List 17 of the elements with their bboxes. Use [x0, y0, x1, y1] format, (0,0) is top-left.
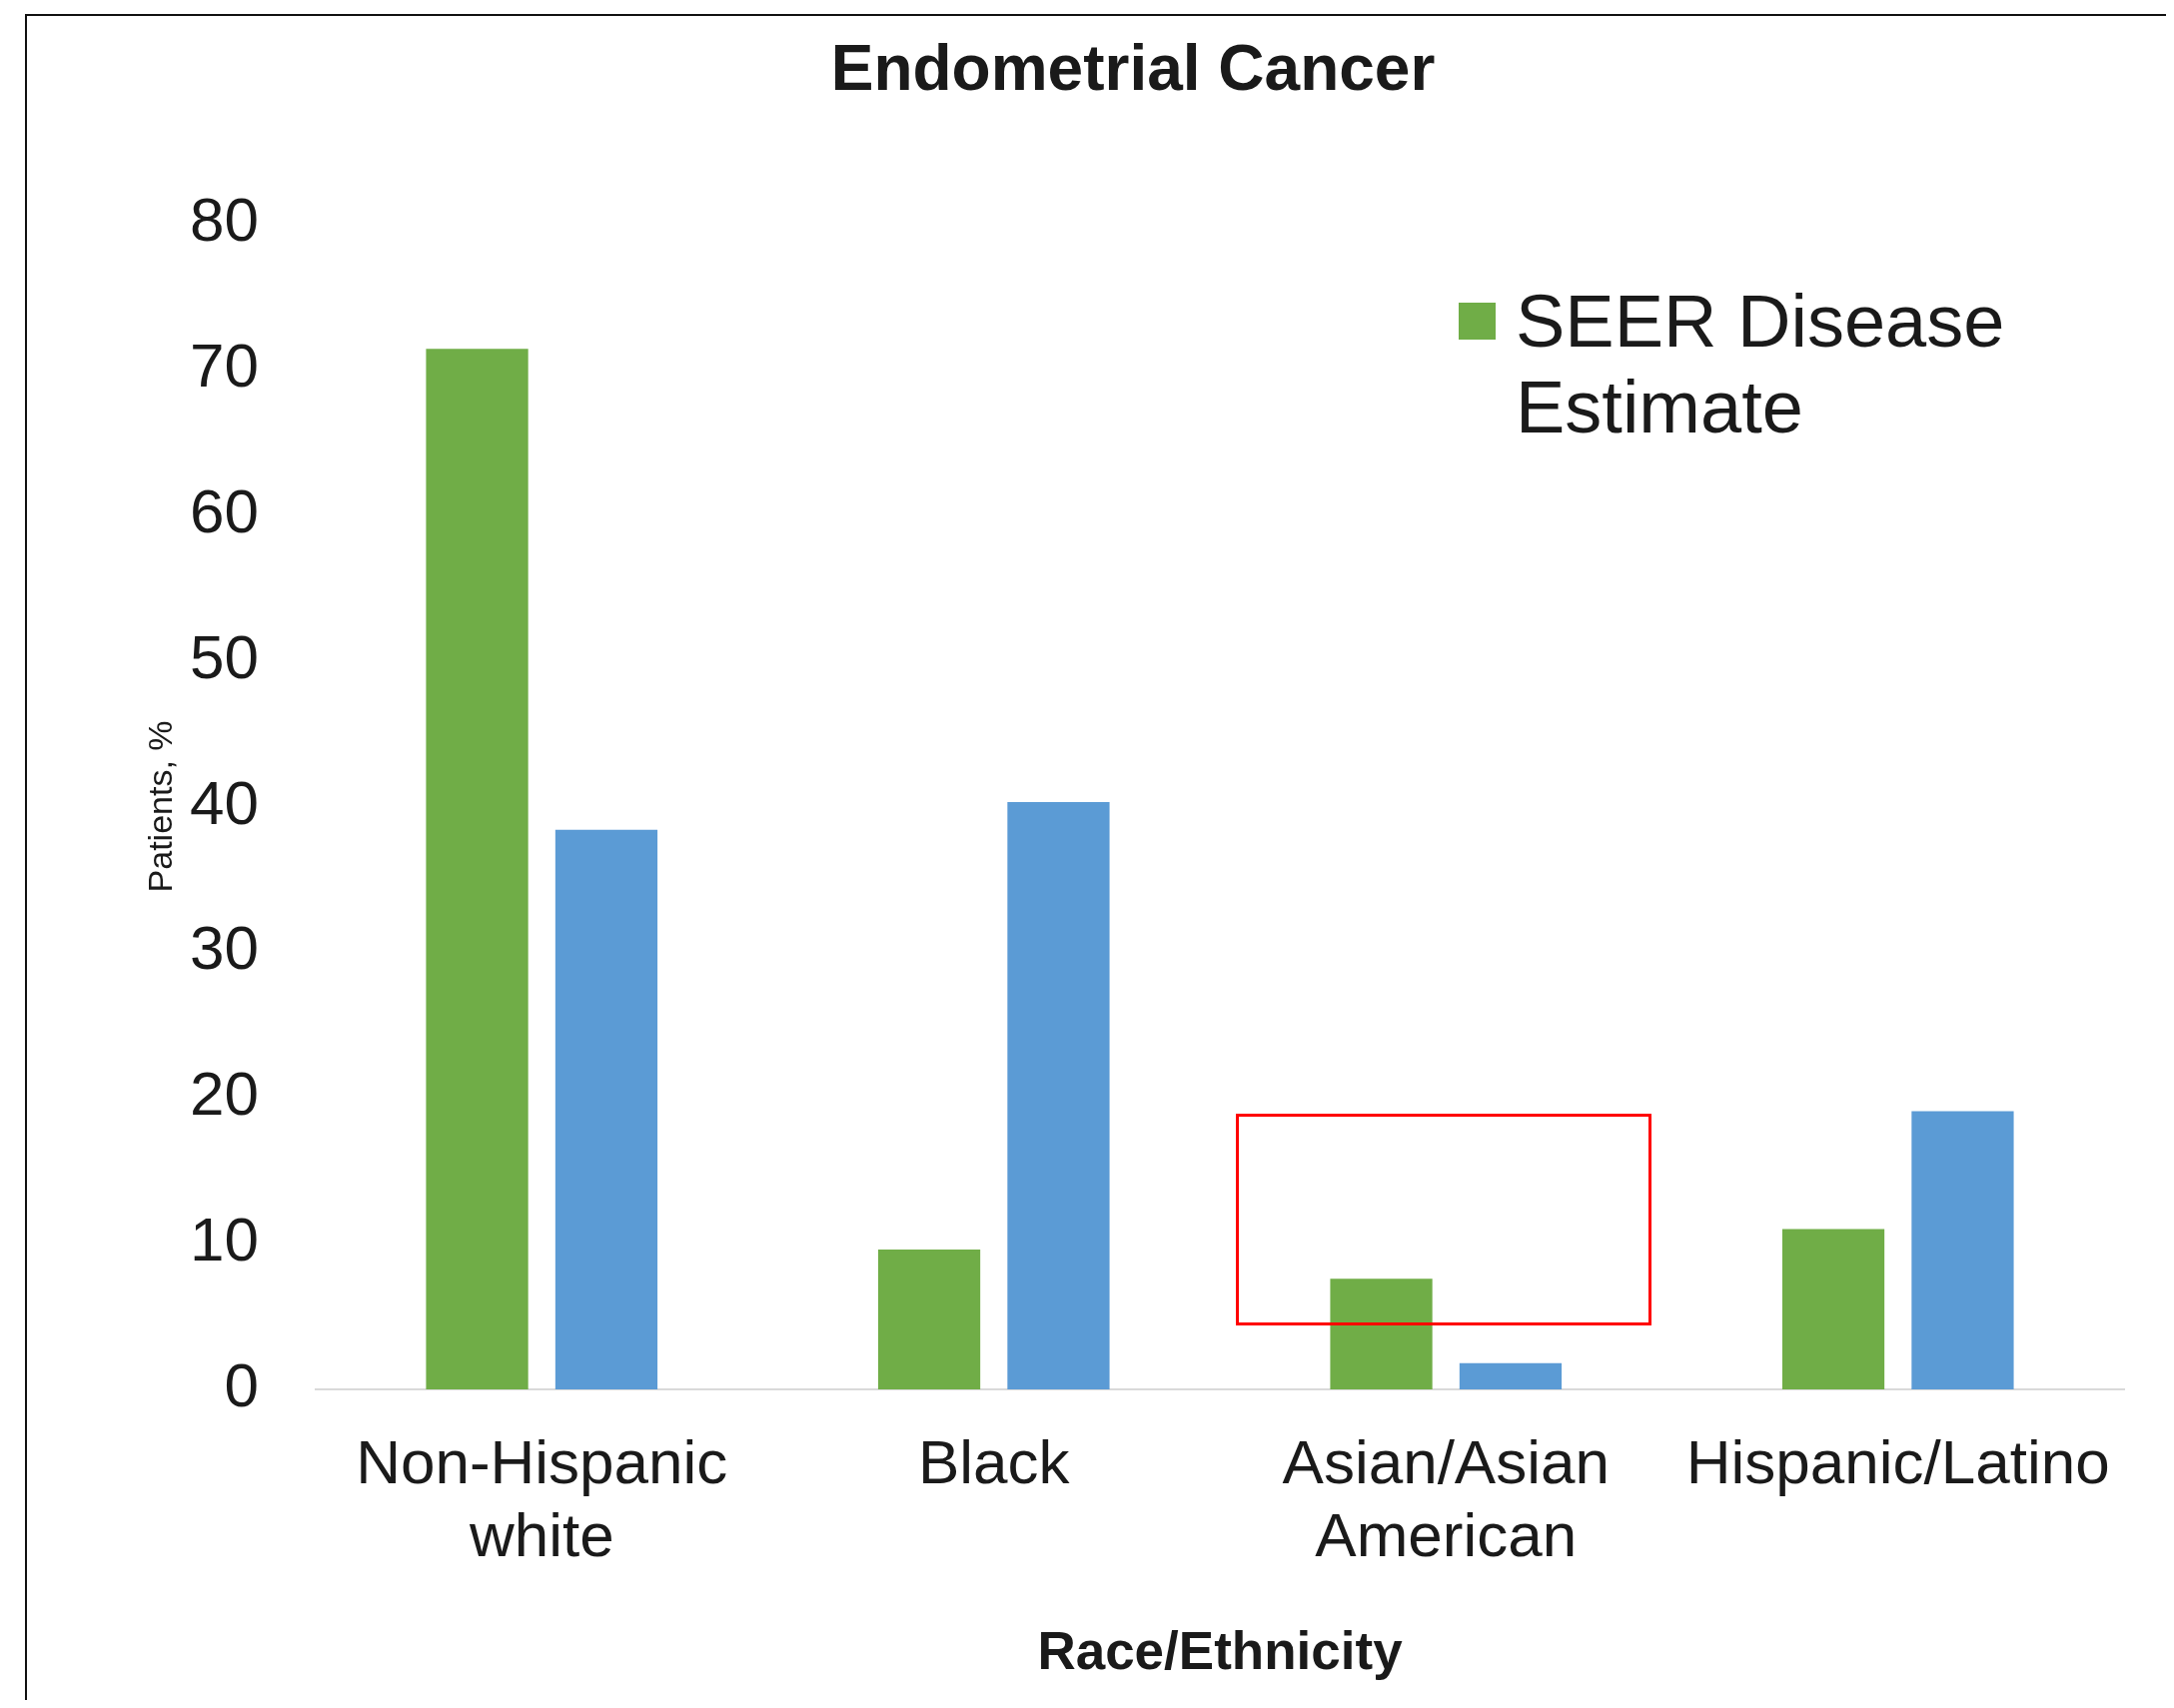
y-tick-label: 80 [190, 184, 259, 254]
x-tick-label: Black [917, 1426, 1071, 1496]
y-tick-label: 40 [190, 767, 259, 837]
y-tick-label: 60 [190, 475, 259, 545]
y-tick-label: 70 [190, 330, 259, 400]
y-tick-label: 50 [190, 621, 259, 691]
x-tick-label: Non-Hispanic white [356, 1426, 728, 1569]
y-tick-label: 0 [224, 1350, 259, 1420]
legend-label: SEER Disease Estimate [1516, 278, 2006, 450]
chart-title: Endometrial Cancer [830, 32, 1436, 105]
y-tick-label: 30 [190, 913, 259, 983]
y-tick-label: 20 [190, 1059, 259, 1129]
y-tick-label: 10 [190, 1205, 259, 1275]
x-axis-title: Race/Ethnicity [1037, 1620, 1404, 1680]
x-tick-label: Asian/Asian American [1282, 1426, 1610, 1569]
x-tick-label: Hispanic/Latino [1685, 1426, 2110, 1496]
y-axis-title: Patients, % [140, 720, 179, 893]
